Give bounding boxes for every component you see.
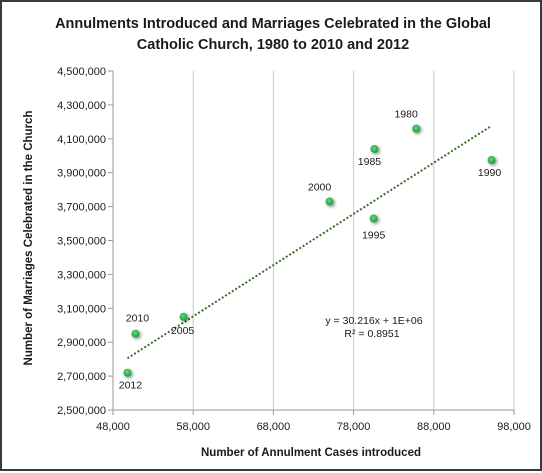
point-label-1985: 1985: [358, 156, 382, 168]
chart-title: Annulments Introduced and Marriages Cele…: [2, 14, 542, 56]
trendline: [126, 124, 493, 360]
x-tick-label: 58,000: [176, 421, 210, 433]
y-tick-label: 2,900,000: [57, 337, 106, 349]
x-tick-label: 98,000: [497, 421, 531, 433]
point-label-2000: 2000: [308, 182, 332, 194]
data-point-1995: [369, 214, 378, 223]
y-tick-label: 3,700,000: [57, 202, 106, 214]
x-tick-label: 78,000: [337, 421, 371, 433]
trendline-group: [126, 124, 493, 360]
data-points: [123, 124, 496, 377]
data-point-1990: [487, 155, 496, 164]
y-tick-label: 2,700,000: [57, 371, 106, 383]
data-point-2010: [131, 329, 140, 338]
y-tick-label: 4,300,000: [57, 100, 106, 112]
chart-title-line-1: Annulments Introduced and Marriages Cele…: [55, 16, 491, 32]
trendline-r-squared: R² = 0.8951: [344, 328, 399, 340]
point-label-1990: 1990: [478, 167, 502, 179]
x-tick-label: 68,000: [257, 421, 291, 433]
data-point-2005: [179, 312, 188, 321]
y-tick-label: 3,500,000: [57, 236, 106, 248]
data-point-1980: [412, 124, 421, 133]
point-label-2012: 2012: [119, 380, 143, 392]
data-point-2000: [325, 197, 334, 206]
point-label-2010: 2010: [126, 313, 150, 325]
point-label-1980: 1980: [394, 109, 418, 121]
point-labels: 1980 1985 1990 1995 2000 2005 2010 2012: [119, 109, 502, 392]
axes: 2,500,000 2,700,000 2,900,000 3,100,000 3,30…: [57, 66, 531, 433]
y-tick-label: 4,500,000: [57, 66, 106, 78]
y-tick-label: 4,100,000: [57, 134, 106, 146]
y-tick-label: 3,900,000: [57, 168, 106, 180]
y-axis-title: Number of Marriages Celebrated in the Ch…: [23, 111, 35, 366]
x-tick-label: 48,000: [96, 421, 130, 433]
point-label-2005: 2005: [171, 325, 195, 337]
point-label-1995: 1995: [362, 229, 386, 241]
x-tick-label: 88,000: [417, 421, 451, 433]
x-axis-title: Number of Annulment Cases introduced: [201, 447, 421, 459]
y-tick-label: 3,300,000: [57, 269, 106, 281]
y-tick-label: 3,100,000: [57, 303, 106, 315]
gridlines: [192, 71, 515, 410]
y-tick-label: 2,500,000: [57, 405, 106, 417]
data-point-2012: [123, 368, 132, 377]
trendline-equation: y = 30.216x + 1E+06: [325, 315, 422, 327]
chart-title-line-2: Catholic Church, 1980 to 2010 and 2012: [136, 37, 410, 53]
data-point-1985: [370, 144, 379, 153]
